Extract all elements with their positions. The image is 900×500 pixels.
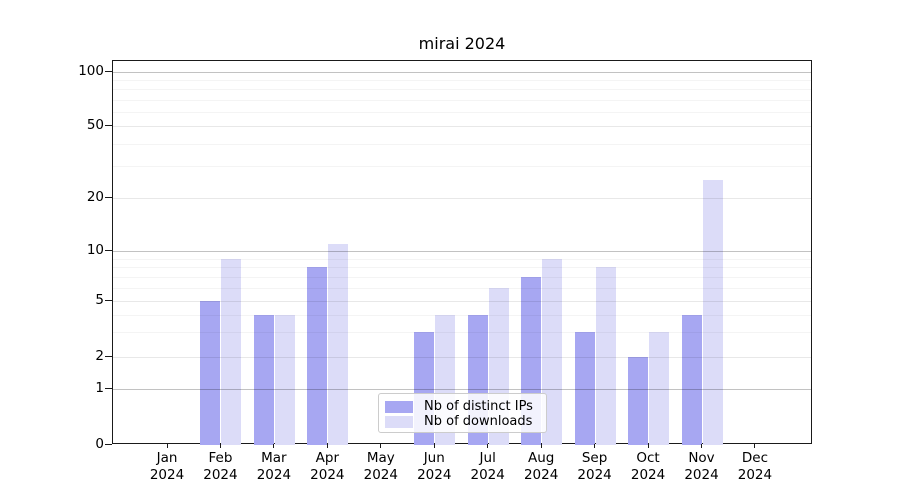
bar-distinct-ips (628, 357, 649, 445)
y-tick-label: 50 (86, 117, 104, 133)
legend: Nb of distinct IPs Nb of downloads (378, 393, 547, 433)
gridline-minor (113, 287, 811, 289)
x-tick-mark (647, 444, 649, 448)
gridline-major (113, 389, 811, 390)
x-tick-label: Jul 2024 (470, 450, 505, 483)
bar-downloads (702, 180, 723, 445)
gridline-major (113, 198, 811, 199)
legend-entry-distinct-ips: Nb of distinct IPs (385, 399, 540, 414)
y-tick-label: 1 (95, 380, 104, 396)
x-tick-label: Jun 2024 (417, 450, 452, 483)
x-tick-label: Sep 2024 (577, 450, 612, 483)
bar-downloads (274, 314, 295, 445)
bar-distinct-ips (307, 267, 328, 445)
x-tick-mark (594, 444, 596, 448)
x-tick-mark (166, 444, 168, 448)
y-tick-label: 100 (78, 63, 104, 79)
bar-distinct-ips (574, 332, 595, 445)
x-tick-label: Dec 2024 (737, 450, 773, 483)
gridline-minor (113, 276, 811, 278)
bar-distinct-ips (200, 301, 221, 445)
gridline-major (113, 357, 811, 358)
y-tick-mark (105, 197, 112, 198)
x-tick-mark (754, 444, 756, 448)
y-tick-mark (105, 125, 112, 126)
gridline-major (113, 301, 811, 302)
x-tick-label: Nov 2024 (684, 450, 719, 483)
x-tick-mark (326, 444, 328, 448)
gridline-minor (113, 111, 811, 113)
gridline-minor (113, 332, 811, 334)
legend-swatch-distinct-ips-icon (385, 400, 413, 413)
legend-swatch-downloads-icon (385, 415, 413, 428)
gridline-minor (113, 89, 811, 91)
gridline-minor (113, 314, 811, 316)
y-tick-mark (105, 444, 112, 445)
y-tick-label: 2 (95, 348, 104, 364)
bar-distinct-ips (253, 314, 274, 445)
gridline-minor (113, 166, 811, 168)
x-tick-label: Apr 2024 (310, 450, 345, 483)
legend-entry-downloads: Nb of downloads (385, 414, 540, 429)
gridline-minor (113, 99, 811, 101)
bar-downloads (221, 258, 242, 445)
y-tick-label: 0 (95, 436, 104, 452)
gridline-major (113, 72, 811, 73)
x-tick-mark (219, 444, 221, 448)
bar-downloads (542, 258, 563, 445)
plot-area (112, 60, 812, 445)
x-tick-label: Oct 2024 (630, 450, 666, 483)
bar-distinct-ips (681, 314, 702, 445)
x-tick-mark (487, 444, 489, 448)
y-tick-mark (105, 356, 112, 357)
bar-downloads (649, 332, 670, 445)
x-tick-label: Aug 2024 (523, 450, 559, 483)
x-tick-mark (540, 444, 542, 448)
y-tick-mark (105, 388, 112, 389)
gridline-minor (113, 267, 811, 269)
y-tick-label: 10 (86, 242, 104, 258)
x-tick-mark (380, 444, 382, 448)
x-tick-mark (433, 444, 435, 448)
x-tick-label: May 2024 (363, 450, 398, 483)
x-tick-mark (701, 444, 702, 448)
gridline-minor (113, 258, 811, 260)
gridline-major (113, 126, 811, 127)
bar-downloads (595, 267, 616, 445)
x-tick-label: Feb 2024 (203, 450, 238, 483)
y-tick-mark (105, 250, 112, 251)
legend-label-downloads: Nb of downloads (424, 414, 533, 429)
x-tick-label: Mar 2024 (256, 450, 292, 483)
legend-label-distinct-ips: Nb of distinct IPs (424, 399, 533, 414)
gridline-minor (113, 143, 811, 145)
chart-title: mirai 2024 (418, 34, 506, 53)
y-tick-mark (105, 71, 112, 72)
y-tick-label: 5 (95, 292, 104, 308)
bar-downloads (328, 243, 349, 445)
y-tick-mark (105, 300, 112, 301)
y-tick-label: 20 (86, 189, 104, 205)
x-tick-mark (273, 444, 275, 448)
x-tick-label: Jan 2024 (149, 450, 185, 483)
gridline-minor (113, 80, 811, 82)
gridline-major (113, 251, 811, 252)
